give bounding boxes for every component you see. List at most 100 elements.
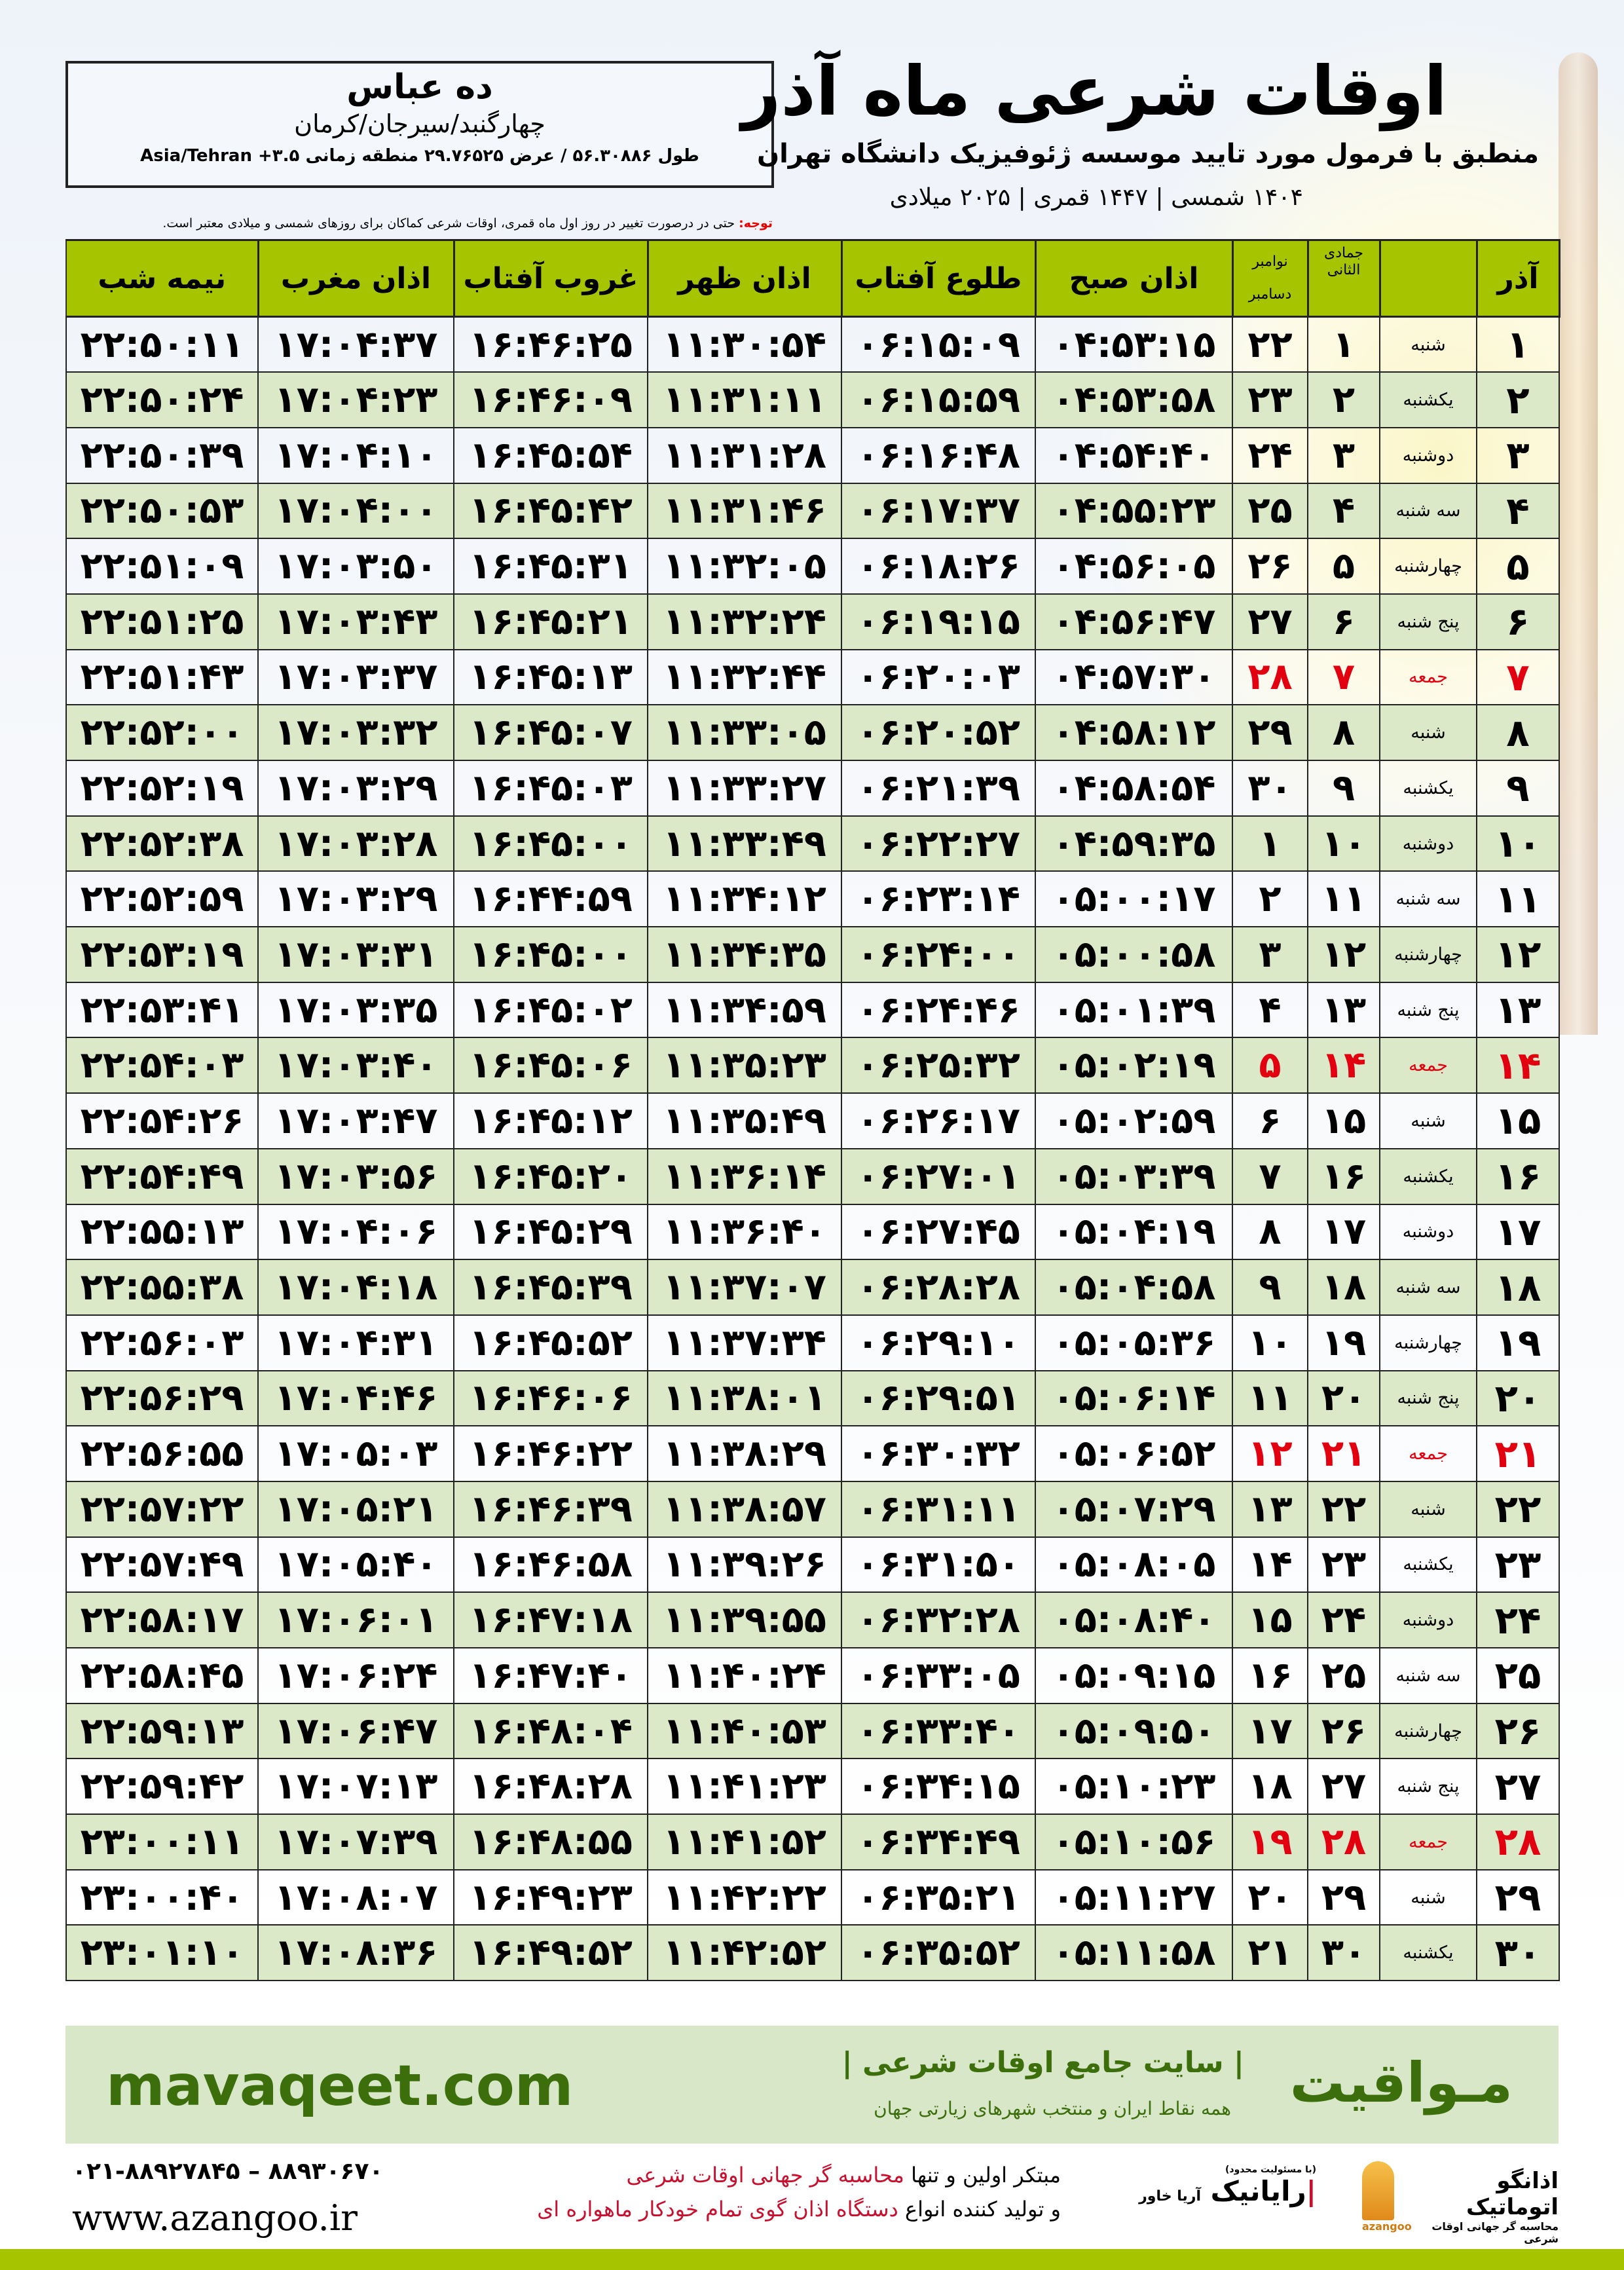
city-name: ده عباس — [346, 67, 493, 107]
col-greg-bottom: دسامبر — [1248, 286, 1292, 303]
cell-greg: ۱۰ — [1232, 1314, 1308, 1371]
cell-maghreb: ۱۷:۰۴:۰۶ — [257, 1203, 454, 1261]
cell-day: ۱۷ — [1476, 1203, 1560, 1261]
cell-greg: ۴ — [1232, 981, 1308, 1039]
cell-tolu: ۰۶:۳۳:۰۵ — [841, 1647, 1036, 1704]
cell-weekday: پنج شنبه — [1379, 1758, 1477, 1815]
cell-sobh: ۰۴:۵۶:۰۵ — [1035, 538, 1233, 595]
cell-greg: ۳۰ — [1232, 760, 1308, 817]
cell-greg: ۱۷ — [1232, 1702, 1308, 1760]
cell-nime: ۲۲:۵۱:۰۹ — [65, 538, 259, 595]
col-hijri: جمادی الثانی — [1307, 239, 1381, 318]
cell-maghreb: ۱۷:۰۵:۴۰ — [257, 1536, 454, 1593]
rayanik-logo: (با مسئولیت محدود) |رایانیک آریا خاور — [1139, 2165, 1316, 2207]
cell-sobh: ۰۵:۰۲:۵۹ — [1035, 1092, 1233, 1149]
cell-day: ۹ — [1476, 760, 1560, 817]
cell-day: ۱۴ — [1476, 1037, 1560, 1094]
cell-sobh: ۰۵:۰۸:۴۰ — [1035, 1591, 1233, 1648]
cell-nime: ۲۲:۵۵:۱۳ — [65, 1203, 259, 1261]
cell-sobh: ۰۵:۱۰:۵۶ — [1035, 1814, 1233, 1870]
cell-ghorub: ۱۶:۴۵:۵۲ — [453, 1314, 648, 1371]
cell-hijri: ۱۲ — [1307, 926, 1380, 983]
col-sobh: اذان صبح — [1035, 239, 1234, 318]
cell-ghorub: ۱۶:۴۵:۰۳ — [453, 760, 648, 817]
cell-tolu: ۰۶:۲۰:۵۲ — [841, 704, 1036, 761]
cell-nime: ۲۲:۵۶:۵۵ — [65, 1425, 259, 1482]
page-title: اوقات شرعی ماه آذر — [741, 51, 1447, 131]
cell-tolu: ۰۶:۳۰:۳۲ — [841, 1425, 1036, 1482]
table-row: ۱ شنبه ۱ ۲۲ ۰۴:۵۳:۱۵ ۰۶:۱۵:۰۹ ۱۱:۳۰:۵۴ ۱۶:۴۶:۲۵… — [65, 316, 1560, 373]
cell-tolu: ۰۶:۲۴:۰۰ — [841, 926, 1036, 983]
cell-ghorub: ۱۶:۴۹:۲۳ — [453, 1869, 648, 1926]
cell-weekday: پنج شنبه — [1379, 1369, 1477, 1427]
cell-maghreb: ۱۷:۰۷:۳۹ — [257, 1814, 454, 1870]
cell-ghorub: ۱۶:۴۵:۴۲ — [453, 482, 648, 540]
table-row: ۹ یکشنبه ۹ ۳۰ ۰۴:۵۸:۵۴ ۰۶:۲۱:۳۹ ۱۱:۳۳:۲۷ ۱۶:۴۵:… — [65, 760, 1560, 817]
cell-greg: ۱۲ — [1232, 1425, 1308, 1482]
cell-sobh: ۰۵:۰۴:۱۹ — [1035, 1203, 1233, 1261]
cell-zohr: ۱۱:۳۸:۵۷ — [647, 1480, 842, 1538]
cell-zohr: ۱۱:۳۰:۵۴ — [647, 316, 842, 373]
cell-hijri: ۲۴ — [1307, 1591, 1380, 1648]
cell-hijri: ۱۴ — [1307, 1037, 1380, 1094]
cell-weekday: سه شنبه — [1379, 1259, 1477, 1316]
cell-sobh: ۰۵:۰۹:۵۰ — [1035, 1702, 1233, 1760]
cell-nime: ۲۲:۵۰:۲۴ — [65, 371, 259, 428]
cell-greg: ۲۶ — [1232, 538, 1308, 595]
cell-maghreb: ۱۷:۰۵:۲۱ — [257, 1480, 454, 1538]
note-text: حتی در درصورت تغییر در روز اول ماه قمری،… — [162, 216, 739, 231]
table-row: ۱۷ دوشنبه ۱۷ ۸ ۰۵:۰۴:۱۹ ۰۶:۲۷:۴۵ ۱۱:۳۶:۴۰ ۱۶:۴۵… — [65, 1203, 1560, 1261]
azangoo-link[interactable]: www.azangoo.ir — [72, 2197, 358, 2239]
cell-greg: ۱۳ — [1232, 1480, 1308, 1538]
cell-maghreb: ۱۷:۰۳:۳۷ — [257, 648, 454, 706]
table-row: ۱۸ سه شنبه ۱۸ ۹ ۰۵:۰۴:۵۸ ۰۶:۲۸:۲۸ ۱۱:۳۷:۰۷ ۱۶:۴… — [65, 1259, 1560, 1316]
cell-ghorub: ۱۶:۴۶:۰۹ — [453, 371, 648, 428]
cell-weekday: چهارشنبه — [1379, 1314, 1477, 1371]
cell-nime: ۲۲:۵۳:۴۱ — [65, 981, 259, 1039]
azangoo-sub: محاسبه گر جهانی اوقات شرعی — [1431, 2220, 1559, 2245]
cell-nime: ۲۲:۵۶:۲۹ — [65, 1369, 259, 1427]
cell-maghreb: ۱۷:۰۶:۴۷ — [257, 1702, 454, 1760]
mavaqeet-link[interactable]: mavaqeet.com — [106, 2053, 574, 2119]
cell-tolu: ۰۶:۳۵:۲۱ — [841, 1869, 1036, 1926]
cell-nime: ۲۲:۵۶:۰۳ — [65, 1314, 259, 1371]
cell-hijri: ۳ — [1307, 426, 1380, 484]
tagline-sub: همه نقاط ایران و منتخب شهرهای زیارتی جها… — [874, 2098, 1231, 2119]
cell-weekday: پنج شنبه — [1379, 981, 1477, 1039]
dome-icon — [1362, 2161, 1395, 2220]
cell-zohr: ۱۱:۳۲:۰۵ — [647, 538, 842, 595]
promo-1a: مبتکر اولین و تنها — [904, 2163, 1061, 2187]
cell-weekday: یکشنبه — [1379, 1924, 1477, 1982]
cell-maghreb: ۱۷:۰۴:۴۶ — [257, 1369, 454, 1427]
cell-zohr: ۱۱:۳۷:۳۴ — [647, 1314, 842, 1371]
cell-greg: ۲۰ — [1232, 1869, 1308, 1926]
cell-zohr: ۱۱:۳۳:۰۵ — [647, 704, 842, 761]
rayanik-name: رایانیک — [1210, 2175, 1306, 2207]
cell-zohr: ۱۱:۴۲:۲۲ — [647, 1869, 842, 1926]
cell-hijri: ۴ — [1307, 482, 1380, 540]
cell-greg: ۲۸ — [1232, 648, 1308, 706]
cell-ghorub: ۱۶:۴۵:۱۳ — [453, 648, 648, 706]
coordinates: طول ۵۶.۳۰۸۸۶ / عرض ۲۹.۷۶۵۲۵ منطقه زمانی … — [140, 146, 699, 166]
cell-nime: ۲۲:۵۲:۱۹ — [65, 760, 259, 817]
cell-day: ۷ — [1476, 648, 1560, 706]
cell-nime: ۲۲:۵۴:۴۹ — [65, 1147, 259, 1205]
cell-sobh: ۰۵:۰۶:۱۴ — [1035, 1369, 1233, 1427]
cell-zohr: ۱۱:۳۵:۲۳ — [647, 1037, 842, 1094]
cell-nime: ۲۲:۵۷:۲۲ — [65, 1480, 259, 1538]
note-label: توجه: — [739, 216, 773, 231]
cell-sobh: ۰۵:۰۹:۱۵ — [1035, 1647, 1233, 1704]
cell-tolu: ۰۶:۳۴:۱۵ — [841, 1758, 1036, 1815]
cell-tolu: ۰۶:۱۷:۳۷ — [841, 482, 1036, 540]
cell-maghreb: ۱۷:۰۷:۱۳ — [257, 1758, 454, 1815]
cell-day: ۱۸ — [1476, 1259, 1560, 1316]
cell-ghorub: ۱۶:۴۸:۵۵ — [453, 1814, 648, 1870]
rayanik-note: (با مسئولیت محدود) — [1225, 2165, 1316, 2175]
cell-ghorub: ۱۶:۴۵:۲۹ — [453, 1203, 648, 1261]
table-row: ۲۹ شنبه ۲۹ ۲۰ ۰۵:۱۱:۲۷ ۰۶:۳۵:۲۱ ۱۱:۴۲:۲۲ ۱۶:۴۹:… — [65, 1869, 1560, 1926]
cell-maghreb: ۱۷:۰۴:۳۷ — [257, 316, 454, 373]
cell-nime: ۲۲:۵۱:۴۳ — [65, 648, 259, 706]
table-row: ۴ سه شنبه ۴ ۲۵ ۰۴:۵۵:۲۳ ۰۶:۱۷:۳۷ ۱۱:۳۱:۴۶ ۱۶:۴۵… — [65, 482, 1560, 540]
azangoo-en: azangoo — [1362, 2220, 1412, 2233]
cell-sobh: ۰۵:۱۰:۲۳ — [1035, 1758, 1233, 1815]
